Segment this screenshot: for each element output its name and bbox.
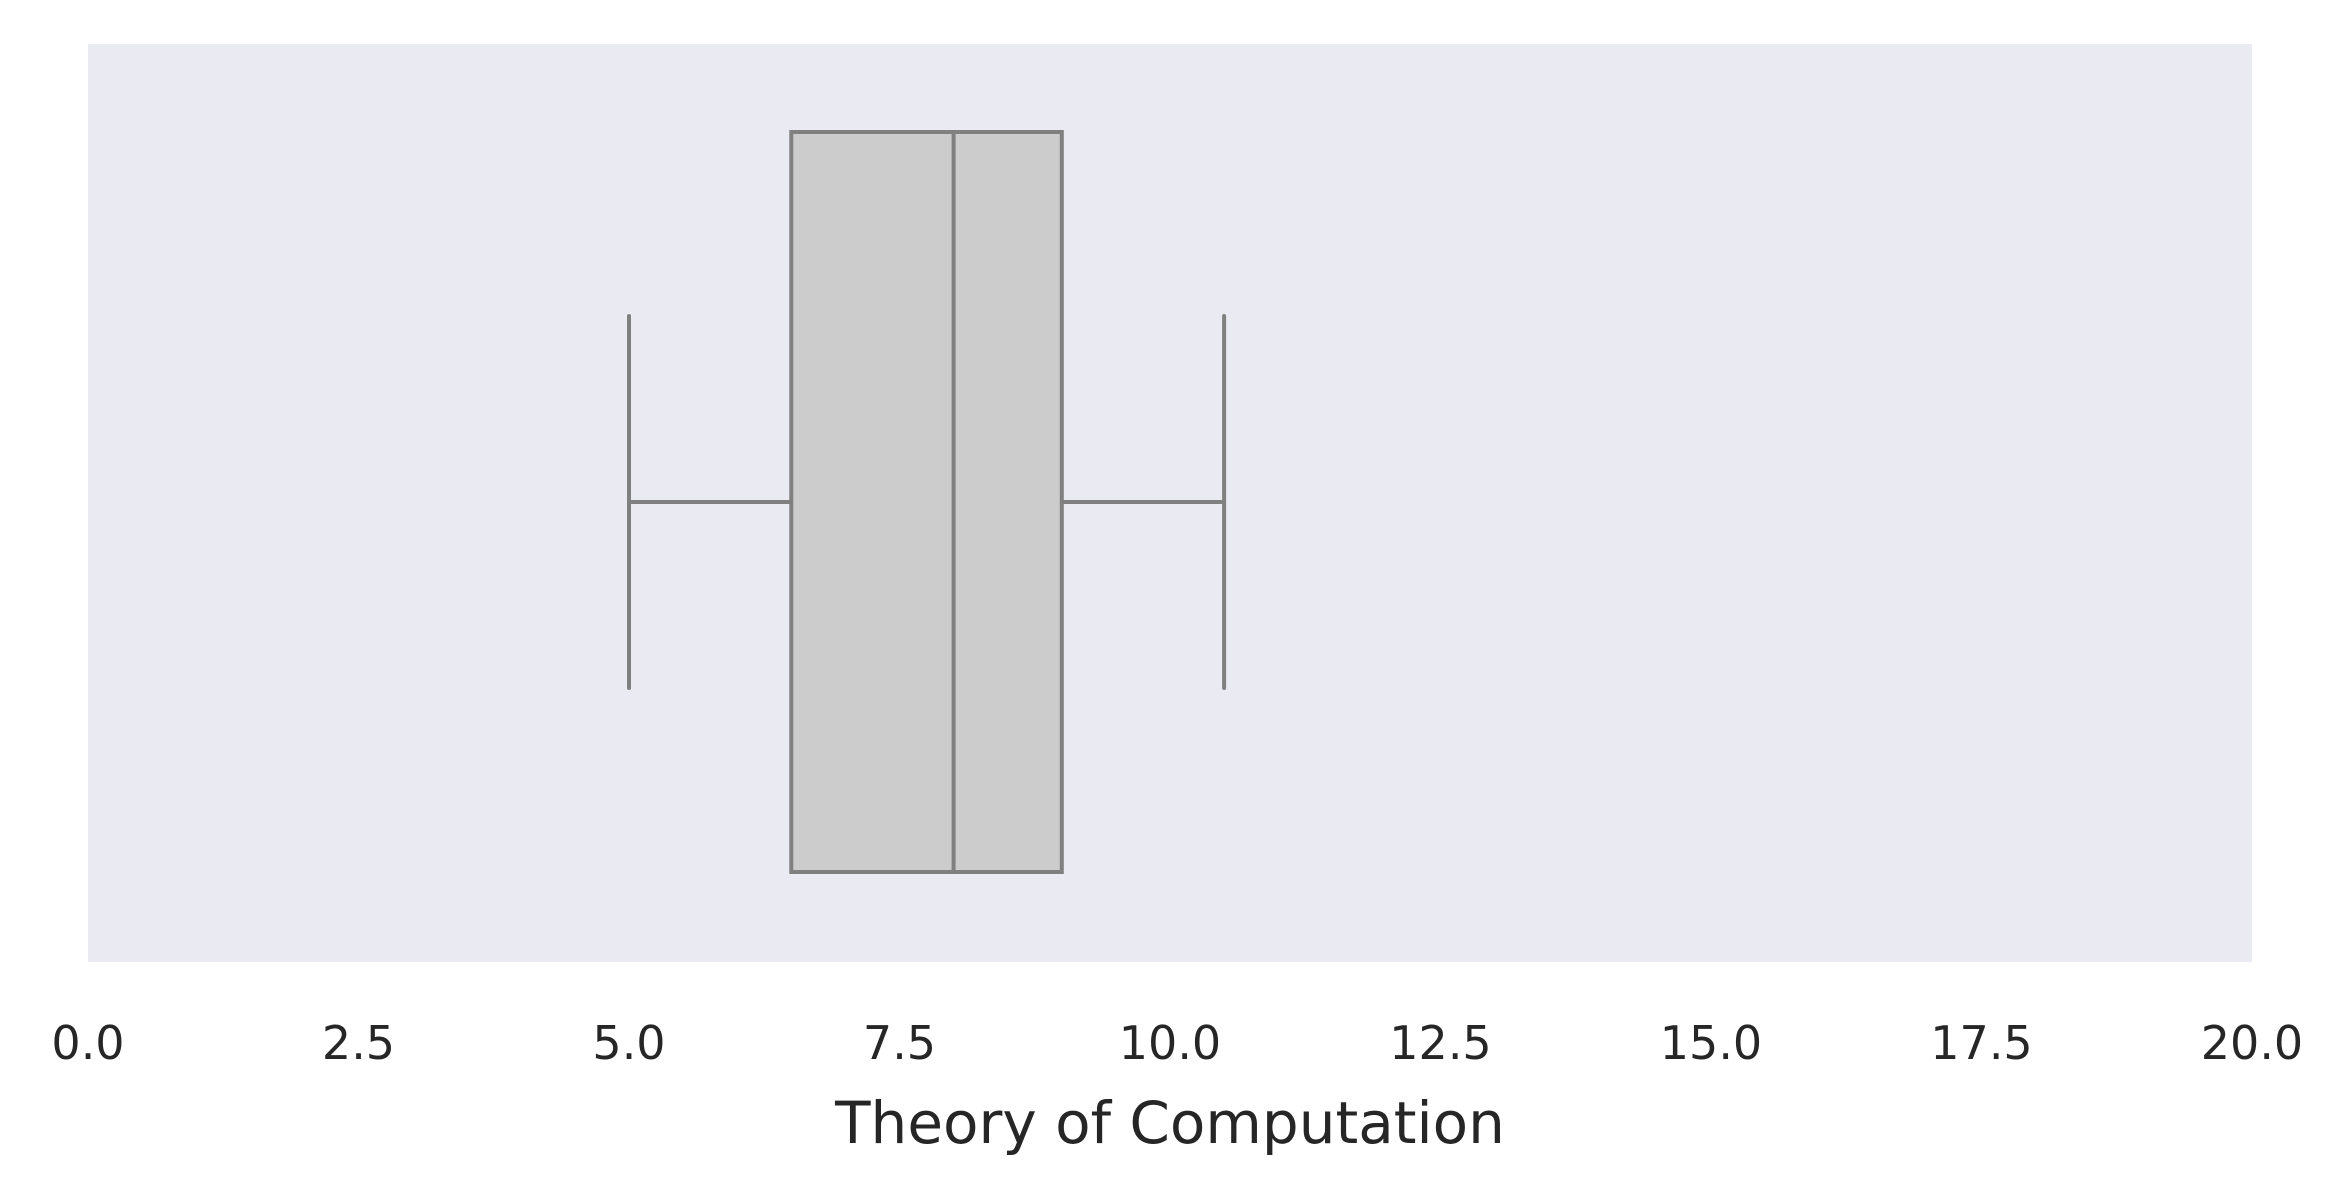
- x-axis-label: Theory of Computation: [834, 1089, 1505, 1157]
- x-tick-label: 20.0: [2201, 1016, 2303, 1070]
- box-plot: [627, 130, 1227, 874]
- x-axis-tick-labels: 0.0 2.5 5.0 7.5 10.0 12.5 15.0 17.5 20.0: [51, 1016, 2303, 1070]
- x-tick-label: 0.0: [51, 1016, 124, 1070]
- x-tick-label: 12.5: [1389, 1016, 1491, 1070]
- x-tick-label: 5.0: [592, 1016, 665, 1070]
- x-tick-label: 17.5: [1930, 1016, 2032, 1070]
- x-tick-label: 7.5: [863, 1016, 936, 1070]
- x-tick-label: 2.5: [322, 1016, 395, 1070]
- x-tick-label: 10.0: [1119, 1016, 1221, 1070]
- interquartile-box: [789, 130, 1064, 874]
- x-tick-label: 15.0: [1660, 1016, 1762, 1070]
